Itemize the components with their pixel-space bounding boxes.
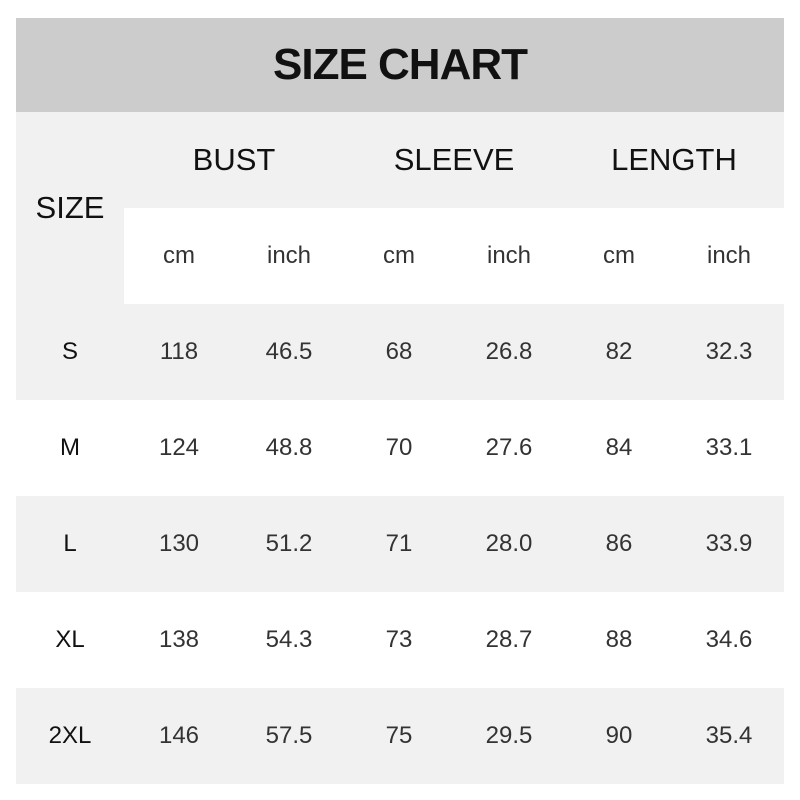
table-cell: 86	[605, 530, 633, 557]
table-cell: 32.3	[705, 338, 753, 365]
size-header: SIZE	[35, 190, 105, 225]
table-cell: 29.5	[485, 722, 533, 749]
unit-header: cm	[603, 242, 635, 269]
table-cell: 57.5	[265, 722, 313, 749]
table-cell: 34.6	[705, 626, 753, 653]
size-label: L	[63, 530, 77, 557]
unit-header: cm	[163, 242, 195, 269]
table-cell: 28.7	[485, 626, 533, 653]
table-cell: 70	[385, 434, 413, 461]
table-cell: 73	[385, 626, 413, 653]
table-cell: 33.9	[705, 530, 753, 557]
table-cell: 90	[605, 722, 633, 749]
unit-header-band	[124, 208, 784, 304]
table-cell: 138	[158, 626, 200, 653]
table-cell: 46.5	[265, 338, 313, 365]
table-cell: 51.2	[265, 530, 313, 557]
size-label: M	[60, 434, 80, 461]
table-cell: 82	[605, 338, 633, 365]
table-row	[16, 496, 784, 592]
table-cell: 75	[385, 722, 413, 749]
group-header: SLEEVE	[393, 142, 515, 177]
table-row	[16, 688, 784, 784]
table-cell: 54.3	[265, 626, 313, 653]
chart-title: SIZE CHART	[16, 18, 784, 112]
table-cell: 26.8	[485, 338, 533, 365]
table-cell: 28.0	[485, 530, 533, 557]
table-cell: 130	[158, 530, 200, 557]
size-label: S	[61, 338, 78, 365]
size-label: XL	[55, 626, 85, 653]
table-cell: 68	[385, 338, 413, 365]
size-label: 2XL	[48, 722, 92, 749]
unit-header: inch	[266, 242, 312, 269]
table-cell: 124	[158, 434, 200, 461]
unit-header: inch	[706, 242, 752, 269]
unit-header: cm	[383, 242, 415, 269]
table-cell: 48.8	[265, 434, 313, 461]
table-cell: 33.1	[705, 434, 753, 461]
table-cell: 88	[605, 626, 633, 653]
table-cell: 71	[385, 530, 413, 557]
unit-header: inch	[486, 242, 532, 269]
table-cell: 35.4	[705, 722, 753, 749]
group-header: LENGTH	[611, 142, 737, 177]
table-cell: 27.6	[485, 434, 533, 461]
table-cell: 118	[159, 338, 199, 365]
group-header: BUST	[192, 142, 276, 177]
table-row	[16, 304, 784, 400]
table-cell: 84	[605, 434, 633, 461]
table-cell: 146	[158, 722, 200, 749]
